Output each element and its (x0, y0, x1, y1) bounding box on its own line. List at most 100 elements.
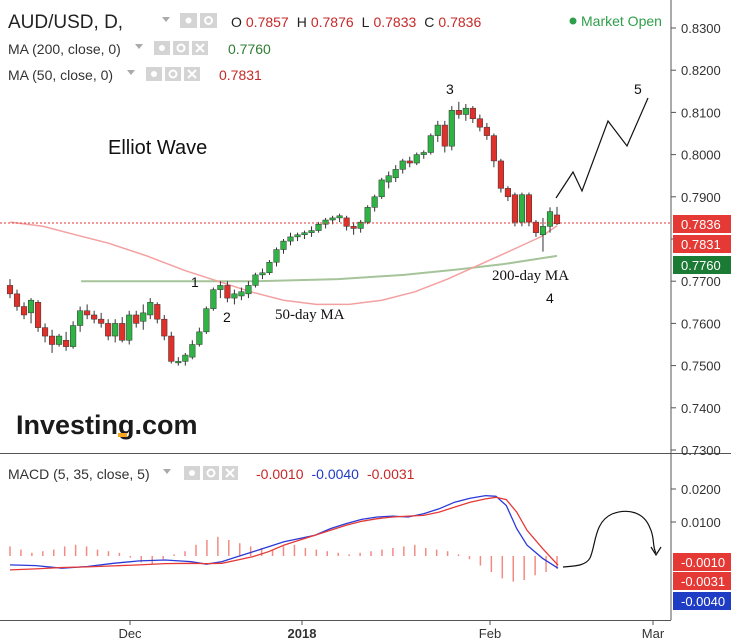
candle-body (27, 299, 35, 314)
wave-3-label: 3 (446, 81, 454, 97)
candle-body (378, 179, 385, 198)
ma50-gear-icon[interactable] (165, 67, 181, 81)
macd-tick-label: 0.0100 (681, 515, 721, 530)
macd-tick-label: 0.0200 (681, 482, 721, 497)
candle-body (161, 318, 168, 337)
macd-hist-badge: -0.0010 (681, 555, 725, 570)
candle-body (483, 126, 490, 136)
candle-body (532, 221, 540, 233)
macd-eye-icon[interactable] (184, 466, 200, 480)
candle-body (448, 110, 455, 147)
header-gear-icon[interactable] (200, 13, 217, 28)
ma200-close-icon[interactable] (192, 41, 208, 55)
candle-body (287, 236, 294, 242)
high-value: 0.7876 (311, 14, 354, 30)
wave-projection-line (555, 97, 649, 199)
candle-body (70, 325, 77, 347)
macd-hist-badge-bg (673, 553, 731, 571)
macd-gear-icon[interactable] (203, 466, 219, 480)
ma50-line (9, 221, 558, 306)
price-tick-label: 0.7500 (681, 359, 721, 374)
candle-body (462, 107, 469, 115)
time-tick-label: Mar (642, 626, 665, 641)
elliot-wave-title: Elliot Wave (108, 137, 207, 159)
wave-4-label: 4 (546, 290, 554, 306)
ma200-gear-icon[interactable] (173, 41, 189, 55)
candle-body (6, 285, 14, 295)
time-axis: Dec 2018 Feb Mar (118, 620, 665, 641)
high-label: H (297, 14, 307, 30)
candle-body (84, 310, 91, 316)
macd-value-3: -0.0031 (367, 466, 415, 482)
macd-chevron-icon[interactable] (163, 469, 171, 474)
candle-body (252, 274, 259, 286)
candle-body (364, 207, 371, 223)
chevron-down-icon[interactable] (162, 17, 170, 22)
candle-body (154, 304, 161, 320)
price-tick-label: 0.7300 (681, 443, 721, 458)
open-label: O (231, 14, 242, 30)
price-tick-label: 0.8300 (681, 21, 721, 36)
candle-body (399, 160, 406, 170)
candle-body (91, 314, 98, 320)
svg-text:-0.0010-0.0040-0.0031: -0.0010 -0.0040 -0.0031 (256, 466, 415, 482)
ma200-eye-icon[interactable] (154, 41, 170, 55)
candle-body (413, 154, 420, 164)
candle-body (238, 291, 245, 297)
macd-line-badge: -0.0040 (681, 594, 725, 609)
price-tick-label: 0.7600 (681, 316, 721, 331)
candle-body (20, 306, 28, 316)
candle-body (469, 107, 476, 119)
candle-body (245, 285, 252, 295)
ma200-chevron-icon[interactable] (135, 44, 143, 49)
candle-body (329, 217, 336, 221)
time-tick-label: 2018 (288, 626, 317, 641)
candle-body (546, 211, 554, 227)
candle-body (350, 226, 357, 229)
candle-body (259, 272, 266, 276)
macd-axis: 0.0200 0.0100 (671, 482, 721, 530)
price-tick-label: 0.8200 (681, 63, 721, 78)
candle-body (63, 340, 70, 347)
ma50-close-icon[interactable] (184, 67, 200, 81)
wave-1-label: 1 (191, 274, 199, 290)
ma200-annotation: 200-day MA (492, 268, 569, 284)
candle-body (322, 219, 329, 225)
header-eye-icon[interactable] (180, 13, 197, 28)
candle-body (175, 361, 182, 364)
candle-body (105, 323, 112, 337)
candle-body (77, 310, 84, 326)
macd-line-badge-bg (673, 592, 731, 610)
candle-body (119, 323, 126, 341)
symbol-title: AUD/USD, D, (8, 12, 123, 33)
price-tick-label: 0.7400 (681, 401, 721, 416)
candle-body (133, 314, 140, 324)
price-badges: 0.7836 0.7831 0.7760 -0.0010 -0.0031 -0.0040 (673, 215, 731, 610)
ma50-label: MA (50, close, 0) (8, 67, 113, 83)
ma50-chevron-icon[interactable] (127, 70, 135, 75)
ma200-price-badge: 0.7760 (681, 258, 721, 273)
ma200-value: 0.7760 (228, 41, 271, 57)
candle-body (273, 249, 280, 263)
macd-value-1: -0.0010 (256, 466, 304, 482)
close-price-badge-bg (673, 215, 731, 233)
candle-body (336, 215, 343, 219)
market-status-dot (569, 17, 577, 25)
candle-body (196, 331, 203, 345)
candle-body (168, 335, 175, 362)
low-value: 0.7833 (373, 14, 416, 30)
logo-accent (118, 433, 127, 437)
macd-histogram (9, 536, 558, 582)
ma50-price-badge: 0.7831 (681, 237, 721, 252)
ma50-value: 0.7831 (219, 67, 262, 83)
macd-close-icon[interactable] (222, 466, 238, 480)
macd-signal-badge: -0.0031 (681, 574, 725, 589)
ma50-eye-icon[interactable] (146, 67, 162, 81)
candle-body (315, 223, 322, 231)
ma50-annotation: 50-day MA (275, 307, 345, 323)
candle-body (357, 221, 364, 229)
candle-body (371, 196, 378, 208)
close-price-badge: 0.7836 (681, 217, 721, 232)
